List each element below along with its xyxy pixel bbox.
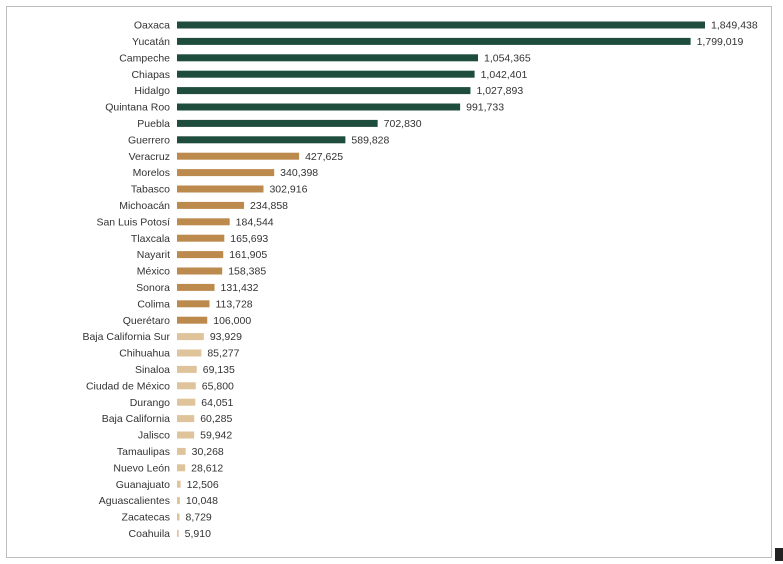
bar xyxy=(177,103,461,111)
bar xyxy=(177,447,186,455)
bar xyxy=(177,316,208,324)
bar xyxy=(177,529,179,537)
value-label: 1,027,893 xyxy=(476,85,523,97)
value-label: 60,285 xyxy=(200,413,232,425)
category-label: Hidalgo xyxy=(134,85,170,97)
value-label: 28,612 xyxy=(191,462,223,474)
bar xyxy=(177,185,264,193)
bar xyxy=(177,300,210,308)
category-label: Puebla xyxy=(137,118,170,130)
category-label: Baja California Sur xyxy=(82,331,170,343)
category-label: Zacatecas xyxy=(122,512,170,524)
value-label: 65,800 xyxy=(202,380,234,392)
category-label: Chiapas xyxy=(131,69,170,81)
category-label: Oaxaca xyxy=(134,20,170,32)
value-label: 702,830 xyxy=(384,118,422,130)
value-label: 1,849,438 xyxy=(711,20,758,32)
value-label: 165,693 xyxy=(230,233,268,245)
bar xyxy=(177,218,230,226)
bar xyxy=(177,480,181,488)
value-label: 1,799,019 xyxy=(697,36,744,48)
value-label: 113,728 xyxy=(215,298,252,310)
bar xyxy=(177,87,471,95)
value-label: 1,042,401 xyxy=(481,69,528,81)
category-label: Nayarit xyxy=(137,249,170,261)
bar xyxy=(177,349,202,357)
bar xyxy=(177,119,378,127)
bar xyxy=(177,267,223,275)
category-label: Sonora xyxy=(136,282,170,294)
category-label: Tabasco xyxy=(131,184,170,196)
bar xyxy=(177,136,346,144)
category-label: Durango xyxy=(130,397,170,409)
bar xyxy=(177,169,275,177)
category-label: Campeche xyxy=(119,52,170,64)
bar xyxy=(177,415,195,423)
value-label: 302,916 xyxy=(269,184,307,196)
category-label: México xyxy=(137,266,170,278)
value-label: 12,506 xyxy=(187,479,219,491)
value-label: 93,929 xyxy=(210,331,242,343)
value-label: 10,048 xyxy=(186,495,218,507)
value-label: 184,544 xyxy=(236,216,274,228)
category-label: Ciudad de México xyxy=(86,380,170,392)
bar xyxy=(177,333,204,341)
value-label: 991,733 xyxy=(466,102,504,114)
category-label: Nuevo León xyxy=(113,462,170,474)
value-label: 1,054,365 xyxy=(484,52,531,64)
category-label: Aguascalientes xyxy=(99,495,170,507)
value-label: 8,729 xyxy=(185,512,211,524)
value-label: 427,625 xyxy=(305,151,343,163)
category-label: Jalisco xyxy=(138,430,170,442)
value-label: 234,858 xyxy=(250,200,288,212)
value-label: 85,277 xyxy=(207,348,239,360)
category-label: Morelos xyxy=(133,167,170,179)
bar xyxy=(177,201,245,209)
bar xyxy=(177,21,705,29)
value-label: 161,905 xyxy=(229,249,267,261)
bar xyxy=(177,54,479,62)
category-label: Sinaloa xyxy=(135,364,170,376)
value-label: 30,268 xyxy=(192,446,224,458)
bar xyxy=(177,283,215,291)
category-label: Querétaro xyxy=(123,315,170,327)
category-label: Quintana Roo xyxy=(105,102,170,114)
bar xyxy=(177,513,180,521)
bar xyxy=(177,398,196,406)
bar xyxy=(177,234,225,242)
value-label: 158,385 xyxy=(228,266,266,278)
bar xyxy=(177,497,180,505)
value-label: 131,432 xyxy=(221,282,259,294)
bar xyxy=(177,70,475,78)
bar xyxy=(177,365,197,373)
category-label: Baja California xyxy=(102,413,170,425)
category-label: Colima xyxy=(137,298,170,310)
value-label: 69,135 xyxy=(203,364,235,376)
corner-mark xyxy=(775,548,783,561)
category-label: Veracruz xyxy=(129,151,170,163)
bar xyxy=(177,251,224,259)
category-label: Coahuila xyxy=(129,528,171,540)
category-label: Tamaulipas xyxy=(117,446,170,458)
value-label: 5,910 xyxy=(185,528,211,540)
category-label: Yucatán xyxy=(132,36,170,48)
category-label: Chihuahua xyxy=(119,348,170,360)
bar xyxy=(177,464,186,472)
category-label: Tlaxcala xyxy=(131,233,170,245)
bar xyxy=(177,382,196,390)
category-label: Guanajuato xyxy=(116,479,170,491)
value-label: 589,828 xyxy=(351,134,389,146)
bar xyxy=(177,37,691,45)
chart-frame xyxy=(6,6,772,558)
bar xyxy=(177,431,195,439)
value-label: 59,942 xyxy=(200,430,232,442)
bar xyxy=(177,152,300,160)
value-label: 106,000 xyxy=(213,315,251,327)
category-label: San Luis Potosí xyxy=(96,216,170,228)
value-label: 340,398 xyxy=(280,167,318,179)
value-label: 64,051 xyxy=(201,397,233,409)
category-label: Guerrero xyxy=(128,134,170,146)
category-label: Michoacán xyxy=(119,200,170,212)
